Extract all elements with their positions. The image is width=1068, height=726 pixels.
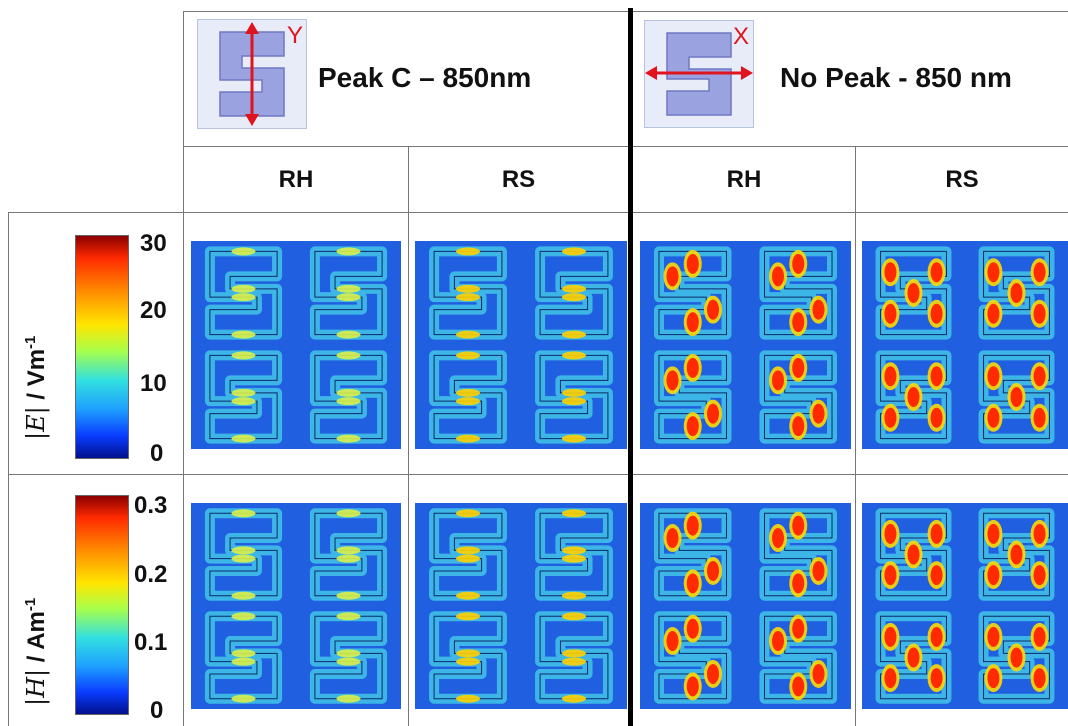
e-field-unit-exp: -1 [22, 335, 39, 349]
row-label-e-field: |E| / Vm-1 [22, 336, 51, 440]
e-tick-30: 30 [140, 230, 167, 257]
e-field-rh-nopeak-map [640, 241, 851, 449]
e-field-variable: |E| [22, 406, 50, 440]
e-field-rh-peak-map [191, 241, 401, 449]
e-tick-20: 20 [140, 297, 167, 324]
x-axis-letter: X [733, 23, 750, 50]
e-field-unit: / Vm [23, 348, 50, 407]
h-field-rs-peak-map [415, 503, 627, 709]
polarization-x-icon: X [644, 20, 754, 128]
row-label-h-field: |H| / Am-1 [22, 598, 51, 706]
h-field-rh-nopeak-map [640, 503, 851, 709]
h-tick-0.3: 0.3 [134, 492, 168, 519]
h-field-rs-nopeak-map [862, 503, 1068, 709]
grid-subheader-line [8, 212, 1068, 213]
grid-left-line [183, 11, 184, 726]
col-header-rs-2: RS [945, 166, 979, 193]
e-tick-0: 0 [150, 440, 164, 467]
grid-col2-line [408, 146, 409, 726]
h-field-unit-exp: -1 [22, 597, 39, 612]
y-axis-letter: Y [287, 22, 304, 49]
h-tick-0: 0 [150, 697, 164, 724]
h-field-variable: |H| [22, 668, 50, 706]
e-field-rs-peak-map [415, 241, 627, 449]
grid-top-line [183, 11, 1068, 12]
grid-col4-line [855, 146, 856, 726]
col-header-rh-1: RH [278, 166, 314, 193]
grid-label-line [8, 212, 9, 726]
col-header-rs-1: RS [501, 166, 536, 193]
h-tick-0.1: 0.1 [134, 629, 168, 656]
grid-header-line [183, 146, 1068, 147]
right-group-title: No Peak - 850 nm [780, 62, 1012, 93]
left-group-title: Peak C – 850nm [318, 62, 532, 93]
polarization-y-icon: Y [197, 19, 307, 129]
separator-thick-line [628, 8, 633, 726]
h-tick-0.2: 0.2 [134, 561, 168, 588]
e-tick-10: 10 [140, 370, 167, 397]
h-field-colorbar [75, 495, 129, 715]
e-field-rs-nopeak-map [862, 241, 1068, 449]
col-header-rh-2: RH [726, 166, 762, 193]
h-field-unit: / Am [23, 611, 50, 669]
h-field-rh-peak-map [191, 503, 401, 709]
e-field-colorbar [75, 235, 129, 459]
grid-mid-line [8, 474, 1068, 475]
